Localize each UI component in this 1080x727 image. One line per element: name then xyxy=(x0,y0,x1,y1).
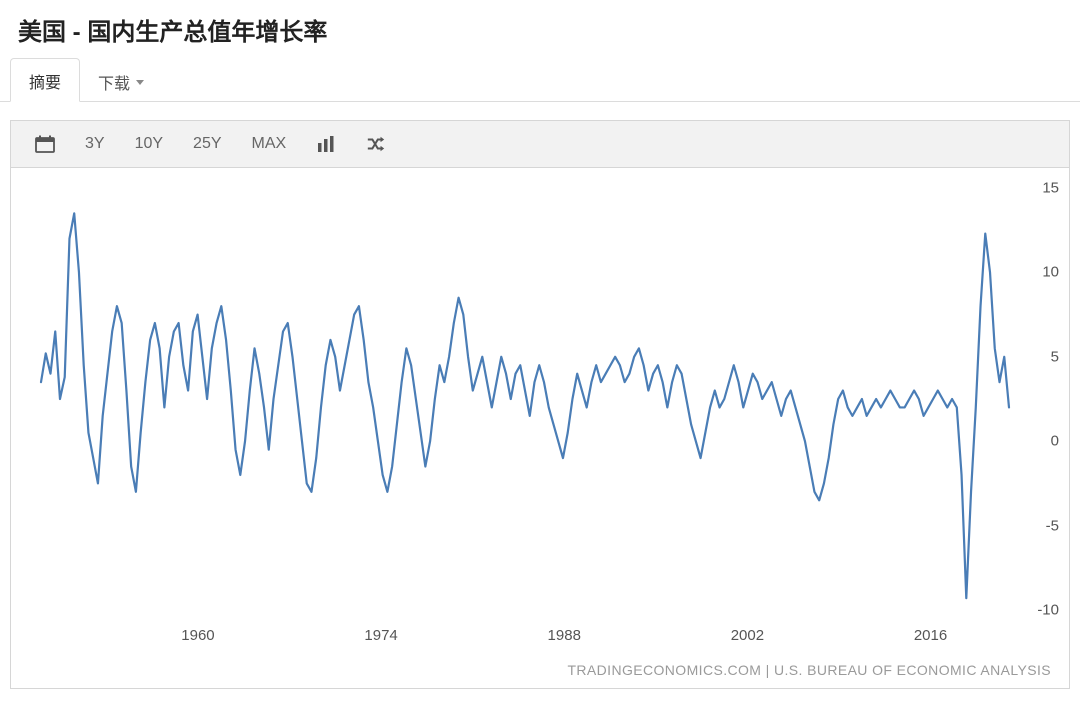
shuffle-icon xyxy=(366,135,386,153)
tab-label: 摘要 xyxy=(29,69,61,93)
chevron-down-icon xyxy=(136,80,144,85)
chart-area: TRADINGECONOMICS.COM | U.S. BUREAU OF EC… xyxy=(11,168,1069,688)
range-10y-button[interactable]: 10Y xyxy=(121,129,177,159)
y-axis-tick-label: 0 xyxy=(1051,433,1059,450)
range-label: 3Y xyxy=(85,135,105,153)
tab-label: 下载 xyxy=(98,70,130,94)
line-chart xyxy=(11,168,1069,688)
x-axis-tick-label: 2002 xyxy=(731,627,764,644)
range-label: 25Y xyxy=(193,135,221,153)
chart-attribution: TRADINGECONOMICS.COM | U.S. BUREAU OF EC… xyxy=(567,662,1051,678)
x-axis-tick-label: 1960 xyxy=(181,627,214,644)
bar-chart-icon xyxy=(316,135,336,153)
range-label: 10Y xyxy=(135,135,163,153)
calendar-button[interactable] xyxy=(21,129,69,159)
y-axis-tick-label: 15 xyxy=(1042,180,1059,197)
y-axis-tick-label: 5 xyxy=(1051,348,1059,365)
page-title: 美国 - 国内生产总值年增长率 xyxy=(0,0,1080,57)
compare-button[interactable] xyxy=(352,129,400,159)
x-axis-tick-label: 1988 xyxy=(548,627,581,644)
chart-container: 3Y 10Y 25Y MAX TRADINGECONOMICS.COM | U.… xyxy=(10,120,1070,689)
range-25y-button[interactable]: 25Y xyxy=(179,129,235,159)
range-3y-button[interactable]: 3Y xyxy=(71,129,119,159)
x-axis-tick-label: 1974 xyxy=(364,627,397,644)
calendar-icon xyxy=(35,135,55,153)
tabs-row: 摘要 下载 xyxy=(0,57,1080,102)
y-axis-tick-label: 10 xyxy=(1042,264,1059,281)
range-label: MAX xyxy=(252,135,287,153)
y-axis-tick-label: -5 xyxy=(1046,517,1059,534)
chart-type-button[interactable] xyxy=(302,129,350,159)
range-max-button[interactable]: MAX xyxy=(238,129,301,159)
tab-summary[interactable]: 摘要 xyxy=(10,58,80,102)
x-axis-tick-label: 2016 xyxy=(914,627,947,644)
tab-download[interactable]: 下载 xyxy=(80,60,162,102)
y-axis-tick-label: -10 xyxy=(1037,602,1059,619)
chart-toolbar: 3Y 10Y 25Y MAX xyxy=(11,121,1069,168)
